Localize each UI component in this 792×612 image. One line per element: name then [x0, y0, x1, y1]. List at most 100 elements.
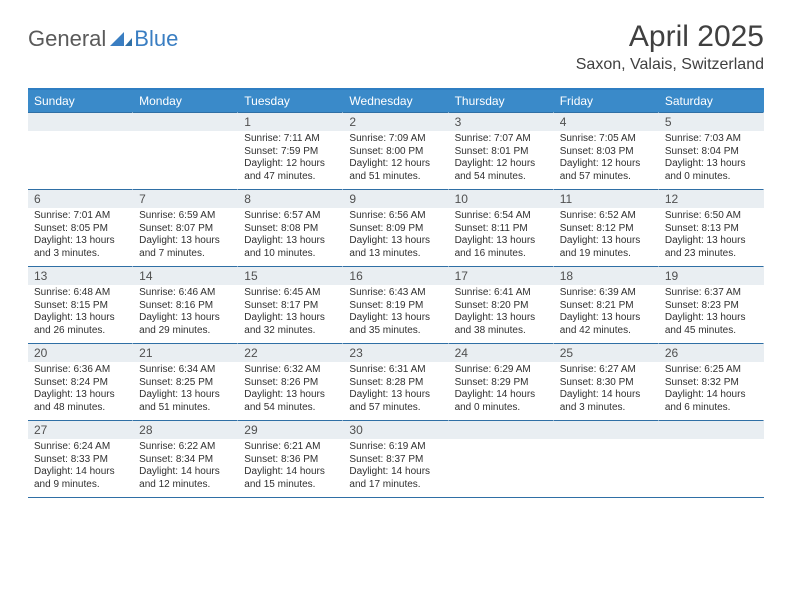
- sunrise-text: Sunrise: 6:59 AM: [139, 210, 231, 223]
- day-number-cell: 12: [659, 189, 764, 208]
- sunrise-text: Sunrise: 6:48 AM: [34, 287, 126, 300]
- day-body-cell: Sunrise: 6:57 AMSunset: 8:08 PMDaylight:…: [238, 208, 343, 266]
- day-body-cell: Sunrise: 6:50 AMSunset: 8:13 PMDaylight:…: [659, 208, 764, 266]
- calendar: SundayMondayTuesdayWednesdayThursdayFrid…: [28, 88, 764, 497]
- day-number-cell: 24: [449, 343, 554, 362]
- calendar-bottom-border: [28, 497, 764, 498]
- sunrise-text: Sunrise: 6:21 AM: [244, 441, 336, 454]
- day-body-cell: Sunrise: 6:37 AMSunset: 8:23 PMDaylight:…: [659, 285, 764, 343]
- day-body-cell: [449, 439, 554, 497]
- day-body-cell: Sunrise: 6:43 AMSunset: 8:19 PMDaylight:…: [343, 285, 448, 343]
- sunrise-text: Sunrise: 6:27 AM: [560, 364, 652, 377]
- daylight-text: Daylight: 12 hours and 51 minutes.: [349, 158, 441, 183]
- sunrise-text: Sunrise: 6:31 AM: [349, 364, 441, 377]
- daylight-text: Daylight: 13 hours and 38 minutes.: [455, 312, 547, 337]
- day-body-cell: Sunrise: 6:39 AMSunset: 8:21 PMDaylight:…: [554, 285, 659, 343]
- day-body-cell: Sunrise: 6:54 AMSunset: 8:11 PMDaylight:…: [449, 208, 554, 266]
- day-body-cell: Sunrise: 7:03 AMSunset: 8:04 PMDaylight:…: [659, 131, 764, 189]
- day-body-cell: Sunrise: 6:31 AMSunset: 8:28 PMDaylight:…: [343, 362, 448, 420]
- day-body-cell: Sunrise: 7:01 AMSunset: 8:05 PMDaylight:…: [28, 208, 133, 266]
- sunset-text: Sunset: 8:23 PM: [665, 300, 757, 313]
- sunrise-text: Sunrise: 7:11 AM: [244, 133, 336, 146]
- day-number-cell: 9: [343, 189, 448, 208]
- sunrise-text: Sunrise: 6:24 AM: [34, 441, 126, 454]
- day-number-cell: 17: [449, 266, 554, 285]
- day-body-cell: Sunrise: 6:59 AMSunset: 8:07 PMDaylight:…: [133, 208, 238, 266]
- weekday-header-cell: Thursday: [449, 90, 554, 112]
- sunrise-text: Sunrise: 6:50 AM: [665, 210, 757, 223]
- daylight-text: Daylight: 14 hours and 12 minutes.: [139, 466, 231, 491]
- day-number-cell: 29: [238, 420, 343, 439]
- day-number-cell: 22: [238, 343, 343, 362]
- day-number-cell: 30: [343, 420, 448, 439]
- day-number-cell: 7: [133, 189, 238, 208]
- daylight-text: Daylight: 13 hours and 42 minutes.: [560, 312, 652, 337]
- sunset-text: Sunset: 8:09 PM: [349, 223, 441, 236]
- sunrise-text: Sunrise: 7:07 AM: [455, 133, 547, 146]
- sunrise-text: Sunrise: 6:19 AM: [349, 441, 441, 454]
- sunset-text: Sunset: 8:04 PM: [665, 146, 757, 159]
- sunrise-text: Sunrise: 6:29 AM: [455, 364, 547, 377]
- day-number-cell: 28: [133, 420, 238, 439]
- sunrise-text: Sunrise: 6:36 AM: [34, 364, 126, 377]
- day-body-cell: Sunrise: 7:09 AMSunset: 8:00 PMDaylight:…: [343, 131, 448, 189]
- day-body-cell: [28, 131, 133, 189]
- day-number-cell: [133, 112, 238, 131]
- day-body-cell: Sunrise: 6:52 AMSunset: 8:12 PMDaylight:…: [554, 208, 659, 266]
- sunrise-text: Sunrise: 6:54 AM: [455, 210, 547, 223]
- sunrise-text: Sunrise: 6:32 AM: [244, 364, 336, 377]
- sunset-text: Sunset: 8:20 PM: [455, 300, 547, 313]
- location-text: Saxon, Valais, Switzerland: [576, 56, 764, 74]
- logo-text-blue: Blue: [134, 26, 178, 52]
- sunset-text: Sunset: 8:07 PM: [139, 223, 231, 236]
- sunrise-text: Sunrise: 6:39 AM: [560, 287, 652, 300]
- daylight-text: Daylight: 13 hours and 57 minutes.: [349, 389, 441, 414]
- sunrise-text: Sunrise: 7:01 AM: [34, 210, 126, 223]
- weekday-header-cell: Friday: [554, 90, 659, 112]
- day-number-cell: 15: [238, 266, 343, 285]
- daylight-text: Daylight: 14 hours and 0 minutes.: [455, 389, 547, 414]
- weekday-header-cell: Tuesday: [238, 90, 343, 112]
- daylight-text: Daylight: 12 hours and 47 minutes.: [244, 158, 336, 183]
- day-body-cell: Sunrise: 6:32 AMSunset: 8:26 PMDaylight:…: [238, 362, 343, 420]
- day-body-cell: Sunrise: 7:11 AMSunset: 7:59 PMDaylight:…: [238, 131, 343, 189]
- sunset-text: Sunset: 8:11 PM: [455, 223, 547, 236]
- day-number-cell: 5: [659, 112, 764, 131]
- sunrise-text: Sunrise: 7:09 AM: [349, 133, 441, 146]
- day-body-cell: Sunrise: 6:21 AMSunset: 8:36 PMDaylight:…: [238, 439, 343, 497]
- daylight-text: Daylight: 13 hours and 10 minutes.: [244, 235, 336, 260]
- day-body-cell: Sunrise: 6:48 AMSunset: 8:15 PMDaylight:…: [28, 285, 133, 343]
- calendar-grid: 12345Sunrise: 7:11 AMSunset: 7:59 PMDayl…: [28, 112, 764, 497]
- daylight-text: Daylight: 13 hours and 51 minutes.: [139, 389, 231, 414]
- weekday-header-cell: Saturday: [659, 90, 764, 112]
- sunrise-text: Sunrise: 6:45 AM: [244, 287, 336, 300]
- day-number-cell: 8: [238, 189, 343, 208]
- sunset-text: Sunset: 8:25 PM: [139, 377, 231, 390]
- day-body-cell: Sunrise: 7:05 AMSunset: 8:03 PMDaylight:…: [554, 131, 659, 189]
- day-number-cell: [554, 420, 659, 439]
- day-body-cell: Sunrise: 6:29 AMSunset: 8:29 PMDaylight:…: [449, 362, 554, 420]
- sunset-text: Sunset: 8:19 PM: [349, 300, 441, 313]
- day-number-cell: [28, 112, 133, 131]
- daylight-text: Daylight: 14 hours and 9 minutes.: [34, 466, 126, 491]
- daylight-text: Daylight: 13 hours and 54 minutes.: [244, 389, 336, 414]
- day-body-cell: [659, 439, 764, 497]
- sunset-text: Sunset: 8:33 PM: [34, 454, 126, 467]
- day-number-cell: 20: [28, 343, 133, 362]
- daylight-text: Daylight: 13 hours and 23 minutes.: [665, 235, 757, 260]
- sunset-text: Sunset: 8:37 PM: [349, 454, 441, 467]
- sunset-text: Sunset: 8:13 PM: [665, 223, 757, 236]
- title-block: April 2025 Saxon, Valais, Switzerland: [576, 20, 764, 74]
- sunset-text: Sunset: 8:29 PM: [455, 377, 547, 390]
- day-number-cell: 14: [133, 266, 238, 285]
- daylight-text: Daylight: 13 hours and 16 minutes.: [455, 235, 547, 260]
- weekday-header-cell: Sunday: [28, 90, 133, 112]
- day-number-cell: 27: [28, 420, 133, 439]
- daylight-text: Daylight: 13 hours and 3 minutes.: [34, 235, 126, 260]
- daylight-text: Daylight: 13 hours and 0 minutes.: [665, 158, 757, 183]
- day-number-cell: 11: [554, 189, 659, 208]
- daylight-text: Daylight: 13 hours and 13 minutes.: [349, 235, 441, 260]
- sunset-text: Sunset: 8:34 PM: [139, 454, 231, 467]
- day-body-cell: Sunrise: 6:19 AMSunset: 8:37 PMDaylight:…: [343, 439, 448, 497]
- month-title: April 2025: [576, 20, 764, 54]
